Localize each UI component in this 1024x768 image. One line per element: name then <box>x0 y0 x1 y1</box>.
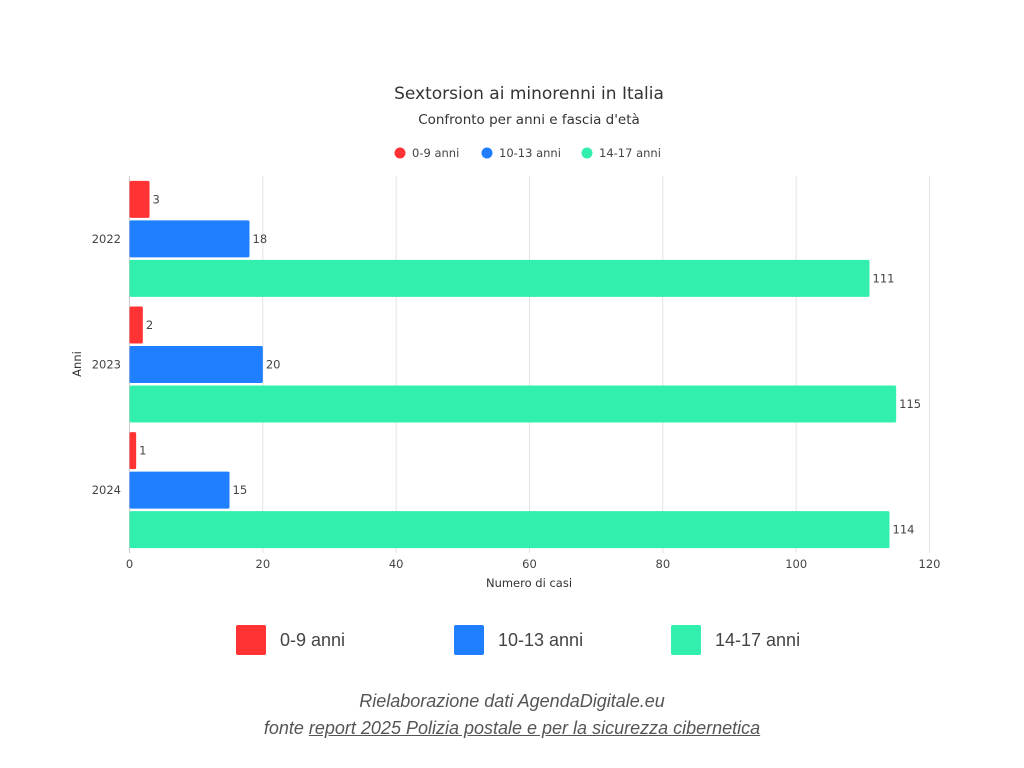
legend-swatch-blue <box>454 625 484 655</box>
source-link[interactable]: report 2025 Polizia postale e per la sic… <box>308 718 761 738</box>
x-tick-label: 60 <box>522 557 537 571</box>
chart-title: Sextorsion ai minorenni in Italia <box>394 84 664 104</box>
footer-credit: Rielaborazione dati AgendaDigitale.eu <box>359 691 665 711</box>
bar-14-17-anni-2024 <box>129 511 890 549</box>
legend-marker <box>481 147 493 159</box>
legend-label: 10-13 anni <box>499 146 561 160</box>
chart-subtitle: Confronto per anni e fascia d'età <box>418 112 640 128</box>
bottom-legend-item-10-13: 10-13 anni <box>454 624 583 656</box>
data-label: 1 <box>139 444 146 458</box>
legend-label: 0-9 anni <box>412 146 459 160</box>
bar-0-9-anni-2023 <box>129 306 143 344</box>
y-tick-label: 2023 <box>92 358 121 372</box>
x-tick-label: 80 <box>656 557 671 571</box>
bar-chart: Sextorsion ai minorenni in Italia Confron… <box>70 84 941 590</box>
bar-0-9-anni-2024 <box>129 432 137 470</box>
legend-marker <box>394 147 406 159</box>
bar-14-17-anni-2023 <box>129 385 897 423</box>
bar-0-9-anni-2022 <box>129 180 150 218</box>
footer-source-prefix: fonte <box>263 718 309 738</box>
bottom-legend-item-14-17: 14-17 anni <box>671 624 800 656</box>
legend-swatch-red <box>236 625 266 655</box>
x-tick-label: 100 <box>785 557 807 571</box>
data-label: 2 <box>146 318 153 332</box>
bar-14-17-anni-2022 <box>129 259 870 297</box>
bar-10-13-anni-2022 <box>129 220 250 258</box>
x-tick-label: 20 <box>256 557 271 571</box>
data-label: 20 <box>266 358 281 372</box>
footer-source: fonte report 2025 Polizia postale e per … <box>0 715 1024 742</box>
x-tick-label: 40 <box>389 557 404 571</box>
y-axis-title: Anni <box>70 351 84 377</box>
legend-label: 14-17 anni <box>599 146 661 160</box>
bottom-legend-item-0-9: 0-9 anni <box>236 624 345 656</box>
legend-label: 14-17 anni <box>715 629 801 650</box>
footer: Rielaborazione dati AgendaDigitale.eu fo… <box>0 688 1024 742</box>
legend-swatch-green <box>671 625 701 655</box>
legend-marker <box>581 147 593 159</box>
bar-10-13-anni-2023 <box>129 346 263 383</box>
data-label: 15 <box>233 483 248 497</box>
y-tick-label: 2022 <box>92 232 121 246</box>
data-label: 3 <box>153 192 160 206</box>
data-label: 115 <box>899 397 921 411</box>
x-tick-label: 0 <box>126 557 133 571</box>
bottom-legend: 0-9 anni 10-13 anni 14-17 anni <box>0 624 1024 658</box>
y-tick-label: 2024 <box>92 483 121 497</box>
legend-label: 10-13 anni <box>498 629 584 650</box>
bar-10-13-anni-2024 <box>129 471 230 509</box>
x-tick-label: 120 <box>919 557 941 571</box>
x-axis-title: Numero di casi <box>486 576 572 590</box>
data-label: 111 <box>873 271 895 285</box>
data-label: 114 <box>893 523 915 537</box>
legend-label: 0-9 anni <box>280 629 346 650</box>
data-label: 18 <box>253 232 268 246</box>
